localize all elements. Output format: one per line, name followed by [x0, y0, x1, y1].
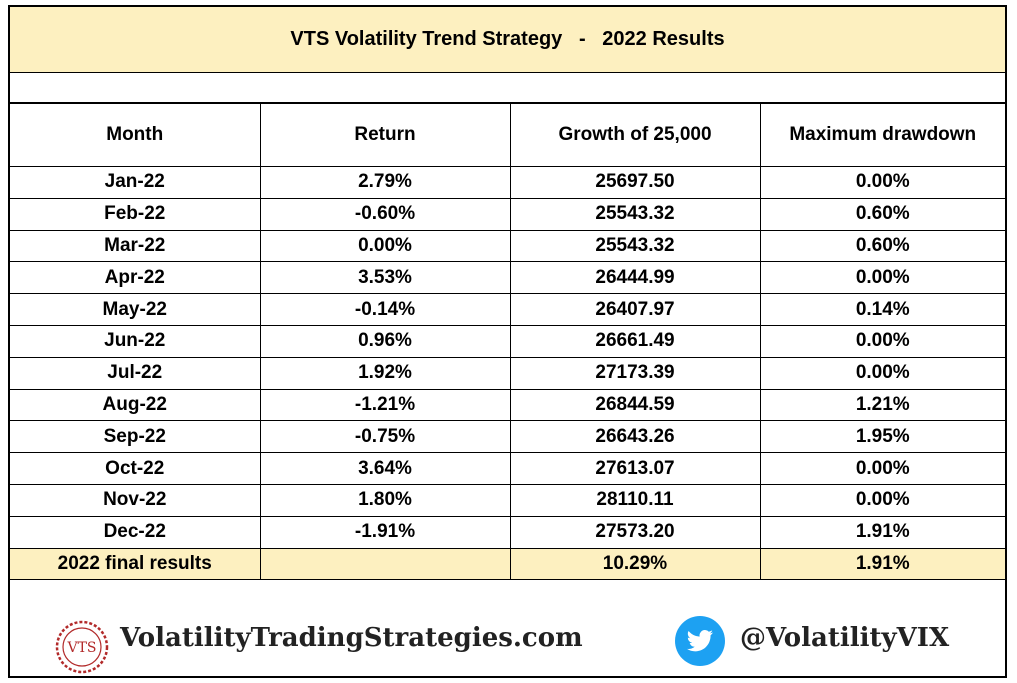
- cell-drawdown: 0.14%: [759, 293, 1005, 326]
- table-row: May-22 -0.14% 26407.97 0.14%: [10, 293, 1005, 326]
- table-row: Oct-22 3.64% 27613.07 0.00%: [10, 452, 1005, 485]
- cell-month: Apr-22: [10, 261, 261, 295]
- cell-drawdown: 0.00%: [759, 261, 1005, 295]
- footer: VTS VolatilityTradingStrategies.com @Vol…: [10, 585, 1005, 676]
- cell-month: Jan-22: [10, 166, 261, 199]
- header-growth: Growth of 25,000: [509, 103, 761, 167]
- vts-logo-icon: VTS: [55, 620, 109, 674]
- cell-return: 3.64%: [259, 452, 511, 485]
- cell-month: Mar-22: [10, 229, 261, 263]
- cell-month: Feb-22: [10, 197, 261, 231]
- cell-growth: 27573.20: [509, 515, 761, 549]
- cell-month: Nov-22: [10, 483, 261, 517]
- cell-drawdown: 0.60%: [759, 197, 1005, 231]
- table-row: Jan-22 2.79% 25697.50 0.00%: [10, 166, 1005, 199]
- table-row: Jul-22 1.92% 27173.39 0.00%: [10, 356, 1005, 390]
- cell-return: -0.14%: [259, 293, 511, 326]
- cell-growth: 26444.99: [509, 261, 761, 295]
- site-url-link[interactable]: VolatilityTradingStrategies.com: [120, 623, 583, 653]
- table-row: Sep-22 -0.75% 26643.26 1.95%: [10, 420, 1005, 454]
- cell-drawdown: 0.00%: [759, 356, 1005, 390]
- cell-growth: 25697.50: [509, 166, 761, 199]
- cell-growth: 28110.11: [509, 483, 761, 517]
- cell-drawdown: 1.91%: [759, 515, 1005, 549]
- results-table: Month Return Growth of 25,000 Maximum dr…: [10, 103, 1005, 580]
- table-row: Feb-22 -0.60% 25543.32 0.60%: [10, 197, 1005, 231]
- cell-month: Aug-22: [10, 388, 261, 422]
- table-row: Apr-22 3.53% 26444.99 0.00%: [10, 261, 1005, 295]
- cell-month: Jul-22: [10, 356, 261, 390]
- cell-drawdown: 1.21%: [759, 388, 1005, 422]
- header-row: Month Return Growth of 25,000 Maximum dr…: [10, 103, 1005, 167]
- cell-growth: 26844.59: [509, 388, 761, 422]
- cell-return: 2.79%: [259, 166, 511, 199]
- cell-return: -1.91%: [259, 515, 511, 549]
- cell-return: 3.53%: [259, 261, 511, 295]
- final-results-row: 2022 final results 10.29% 1.91%: [10, 547, 1005, 580]
- header-drawdown: Maximum drawdown: [759, 103, 1005, 167]
- cell-return: -1.21%: [259, 388, 511, 422]
- table-row: Mar-22 0.00% 25543.32 0.60%: [10, 229, 1005, 263]
- cell-month: Oct-22: [10, 452, 261, 485]
- cell-growth: 26643.26: [509, 420, 761, 454]
- cell-return: 0.96%: [259, 324, 511, 358]
- final-return: [259, 547, 511, 580]
- cell-return: 1.80%: [259, 483, 511, 517]
- results-card: VTS Volatility Trend Strategy - 2022 Res…: [8, 5, 1007, 678]
- cell-return: 1.92%: [259, 356, 511, 390]
- cell-drawdown: 1.95%: [759, 420, 1005, 454]
- cell-growth: 26661.49: [509, 324, 761, 358]
- cell-month: Sep-22: [10, 420, 261, 454]
- cell-return: 0.00%: [259, 229, 511, 263]
- header-return: Return: [259, 103, 511, 167]
- cell-growth: 27173.39: [509, 356, 761, 390]
- cell-return: -0.75%: [259, 420, 511, 454]
- twitter-icon[interactable]: [674, 615, 726, 667]
- table-title: VTS Volatility Trend Strategy - 2022 Res…: [10, 7, 1005, 73]
- cell-growth: 27613.07: [509, 452, 761, 485]
- twitter-handle-link[interactable]: @VolatilityVIX: [740, 623, 950, 653]
- cell-growth: 26407.97: [509, 293, 761, 326]
- cell-month: Jun-22: [10, 324, 261, 358]
- table-row: Dec-22 -1.91% 27573.20 1.91%: [10, 515, 1005, 549]
- cell-drawdown: 0.00%: [759, 166, 1005, 199]
- table-row: Nov-22 1.80% 28110.11 0.00%: [10, 483, 1005, 517]
- final-label: 2022 final results: [10, 547, 261, 580]
- cell-return: -0.60%: [259, 197, 511, 231]
- cell-drawdown: 0.60%: [759, 229, 1005, 263]
- cell-drawdown: 0.00%: [759, 483, 1005, 517]
- cell-growth: 25543.32: [509, 229, 761, 263]
- cell-month: Dec-22: [10, 515, 261, 549]
- table-row: Jun-22 0.96% 26661.49 0.00%: [10, 324, 1005, 358]
- final-drawdown: 1.91%: [759, 547, 1005, 580]
- vts-logo-text: VTS: [66, 640, 96, 656]
- cell-month: May-22: [10, 293, 261, 326]
- header-month: Month: [10, 103, 261, 167]
- table-row: Aug-22 -1.21% 26844.59 1.21%: [10, 388, 1005, 422]
- cell-drawdown: 0.00%: [759, 324, 1005, 358]
- cell-growth: 25543.32: [509, 197, 761, 231]
- final-growth: 10.29%: [509, 547, 761, 580]
- cell-drawdown: 0.00%: [759, 452, 1005, 485]
- spacer-row: [10, 73, 1005, 103]
